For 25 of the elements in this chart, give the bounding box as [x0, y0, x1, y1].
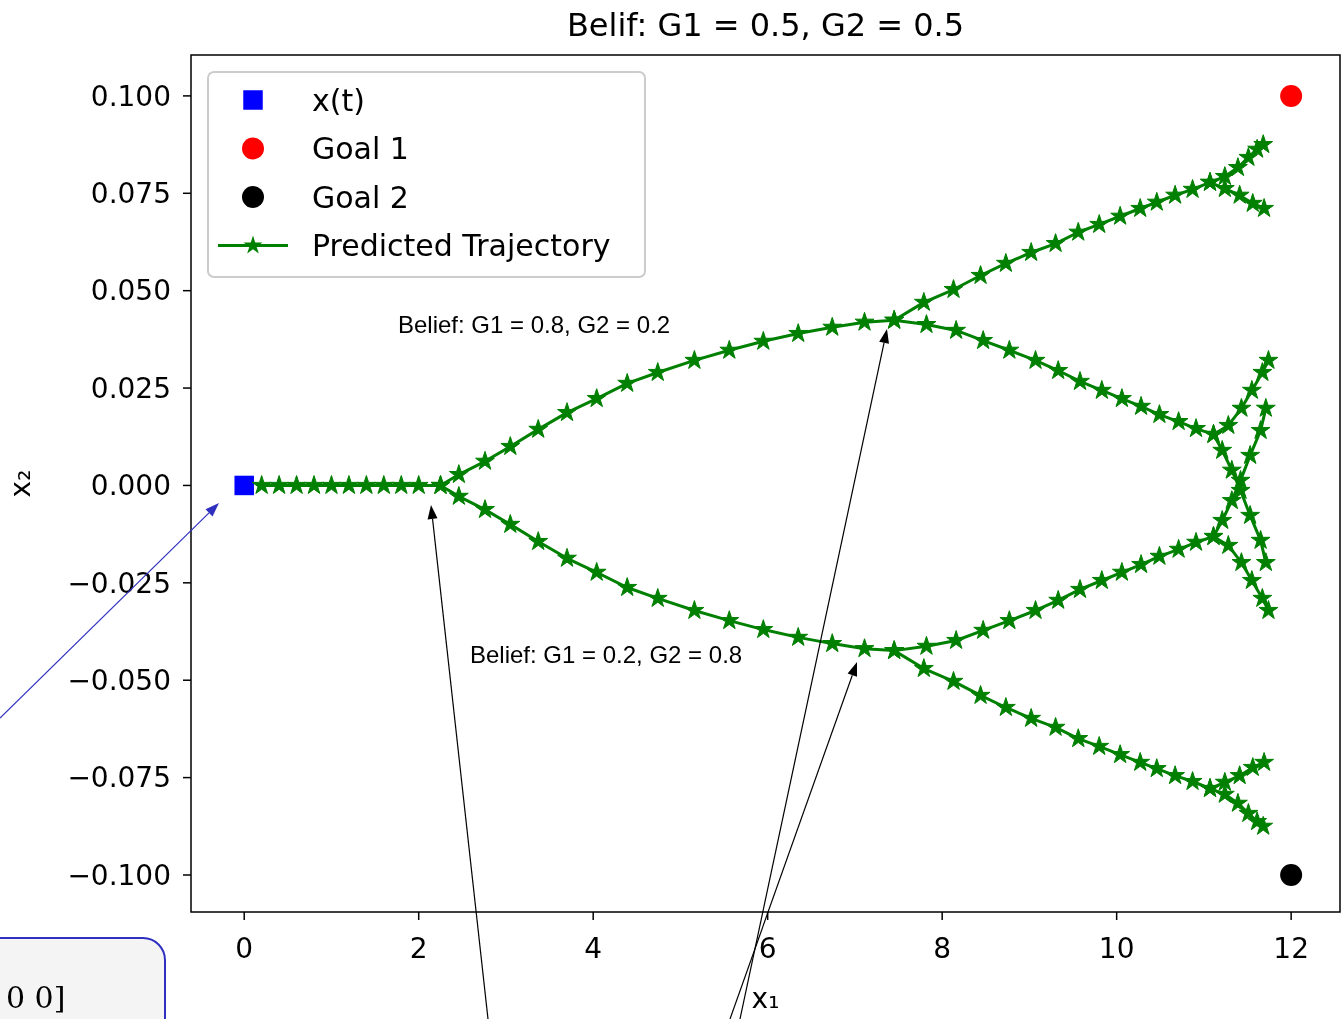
x-tick-label: 10 — [1098, 932, 1135, 965]
annotation: Belief: G1 = 0.2, G2 = 0.8 — [470, 641, 743, 668]
y-tick-label: 0.050 — [90, 274, 171, 308]
text: 0 0] — [6, 980, 66, 1015]
y-tick-label: −0.100 — [67, 858, 171, 892]
chart-title: Belif: G1 = 0.5, G2 = 0.5 — [566, 6, 965, 44]
y-axis-title: x₂ — [4, 469, 37, 498]
x-tick-label: 2 — [409, 932, 428, 965]
y-tick-label: −0.050 — [67, 664, 171, 698]
legend-label: Predicted Trajectory — [312, 228, 611, 263]
legend-label: x(t) — [312, 82, 365, 118]
y-tick-label: 0.075 — [90, 177, 171, 211]
y-tick-label: 0.100 — [90, 79, 171, 113]
x-tick-label: 12 — [1273, 932, 1309, 965]
legend-label: Goal 2 — [312, 179, 409, 215]
y-tick-label: −0.075 — [67, 761, 171, 795]
y-tick-label: 0.000 — [90, 469, 171, 503]
x-tick-label: 0 — [235, 932, 254, 965]
x-tick-label: 6 — [758, 932, 777, 965]
x-axis-title: x₁ — [751, 982, 780, 1015]
x-tick-label: 8 — [933, 932, 952, 965]
x-tick-label: 4 — [584, 932, 603, 965]
legend-label: Goal 1 — [312, 131, 409, 166]
annotation: Belief: G1 = 0.8, G2 = 0.2 — [398, 311, 671, 338]
y-tick-label: 0.025 — [90, 371, 171, 405]
